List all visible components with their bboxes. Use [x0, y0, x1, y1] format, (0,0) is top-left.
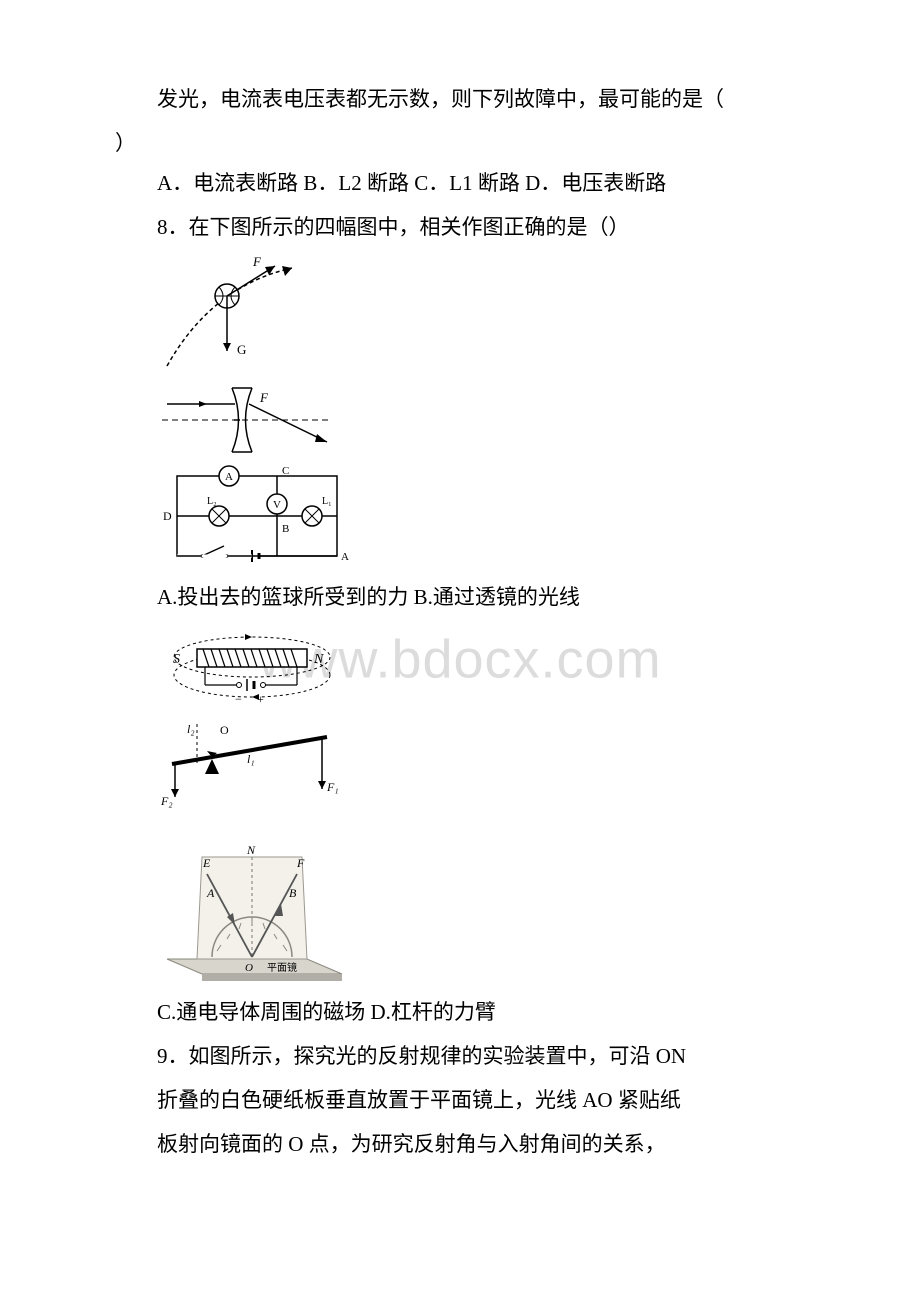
circuit-B: B: [282, 523, 289, 535]
q9-line3: 板射向镜面的 O 点，为研究反射角与入射角间的关系，: [115, 1125, 805, 1165]
q9-line2: 折叠的白色硬纸板垂直放置于平面镜上，光线 AO 紧贴纸: [115, 1081, 805, 1121]
L2-label: L₂: [207, 496, 217, 507]
L1-label: L₁: [322, 496, 332, 507]
q9-figure-group: E N F A B O 平面镜: [157, 839, 805, 989]
q8-stem: 8．在下图所示的四幅图中，相关作图正确的是（）: [115, 208, 805, 248]
sol-minus: −: [235, 692, 242, 706]
circuit-rA: A: [341, 551, 349, 563]
sol-S: S: [173, 652, 180, 667]
q7-continuation: 发光，电流表电压表都无示数，则下列故障中，最可能的是（: [115, 80, 805, 120]
q7-options: A．电流表断路 B．L2 断路 C．L1 断路 D．电压表断路: [115, 164, 805, 204]
lever-F2: F₂: [160, 794, 173, 808]
mirror-caption: 平面镜: [267, 961, 297, 974]
lever-l2: l₂: [187, 722, 195, 736]
circuit-figure: A V L₂ L₁ D B C A: [157, 464, 357, 574]
mirror-O: O: [245, 962, 253, 974]
q7-close-paren: ）: [115, 124, 805, 164]
circuit-C: C: [282, 465, 289, 477]
q8-figure-group-1: G F F A V: [157, 256, 805, 574]
mirror-B: B: [289, 886, 297, 900]
sol-plus: +: [257, 692, 264, 706]
basketball-figure: G F: [157, 256, 317, 376]
lever-l1: l₁: [247, 752, 255, 766]
q8-figure-group-2: − + S N O F₂ F₁ l₂ l₁: [157, 625, 805, 809]
mirror-N: N: [246, 843, 256, 857]
ammeter-label: A: [225, 471, 233, 483]
q8-options-cd: C.通电导体周围的磁场 D.杠杆的力臂: [115, 993, 805, 1033]
label-G: G: [237, 342, 246, 357]
voltmeter-label: V: [273, 499, 281, 511]
sol-N: N: [313, 652, 324, 667]
mirror-A: A: [206, 886, 215, 900]
circuit-D: D: [163, 509, 172, 523]
q8-options-ab: A.投出去的篮球所受到的力 B.通过透镜的光线: [115, 578, 805, 618]
mirror-F: F: [296, 856, 305, 870]
lever-figure: O F₂ F₁ l₂ l₁: [157, 719, 347, 809]
mirror-E: E: [202, 856, 211, 870]
solenoid-figure: − + S N: [157, 625, 347, 715]
lens-figure: F: [157, 380, 337, 460]
document-content: 发光，电流表电压表都无示数，则下列故障中，最可能的是（ ） A．电流表断路 B．…: [115, 80, 805, 1165]
q9-line1: 9．如图所示，探究光的反射规律的实验装置中，可沿 ON: [115, 1037, 805, 1077]
lens-label-F: F: [259, 390, 269, 405]
mirror-figure: E N F A B O 平面镜: [157, 839, 352, 989]
label-F: F: [252, 256, 262, 269]
lever-F1: F₁: [326, 780, 339, 794]
lever-O: O: [220, 723, 229, 737]
